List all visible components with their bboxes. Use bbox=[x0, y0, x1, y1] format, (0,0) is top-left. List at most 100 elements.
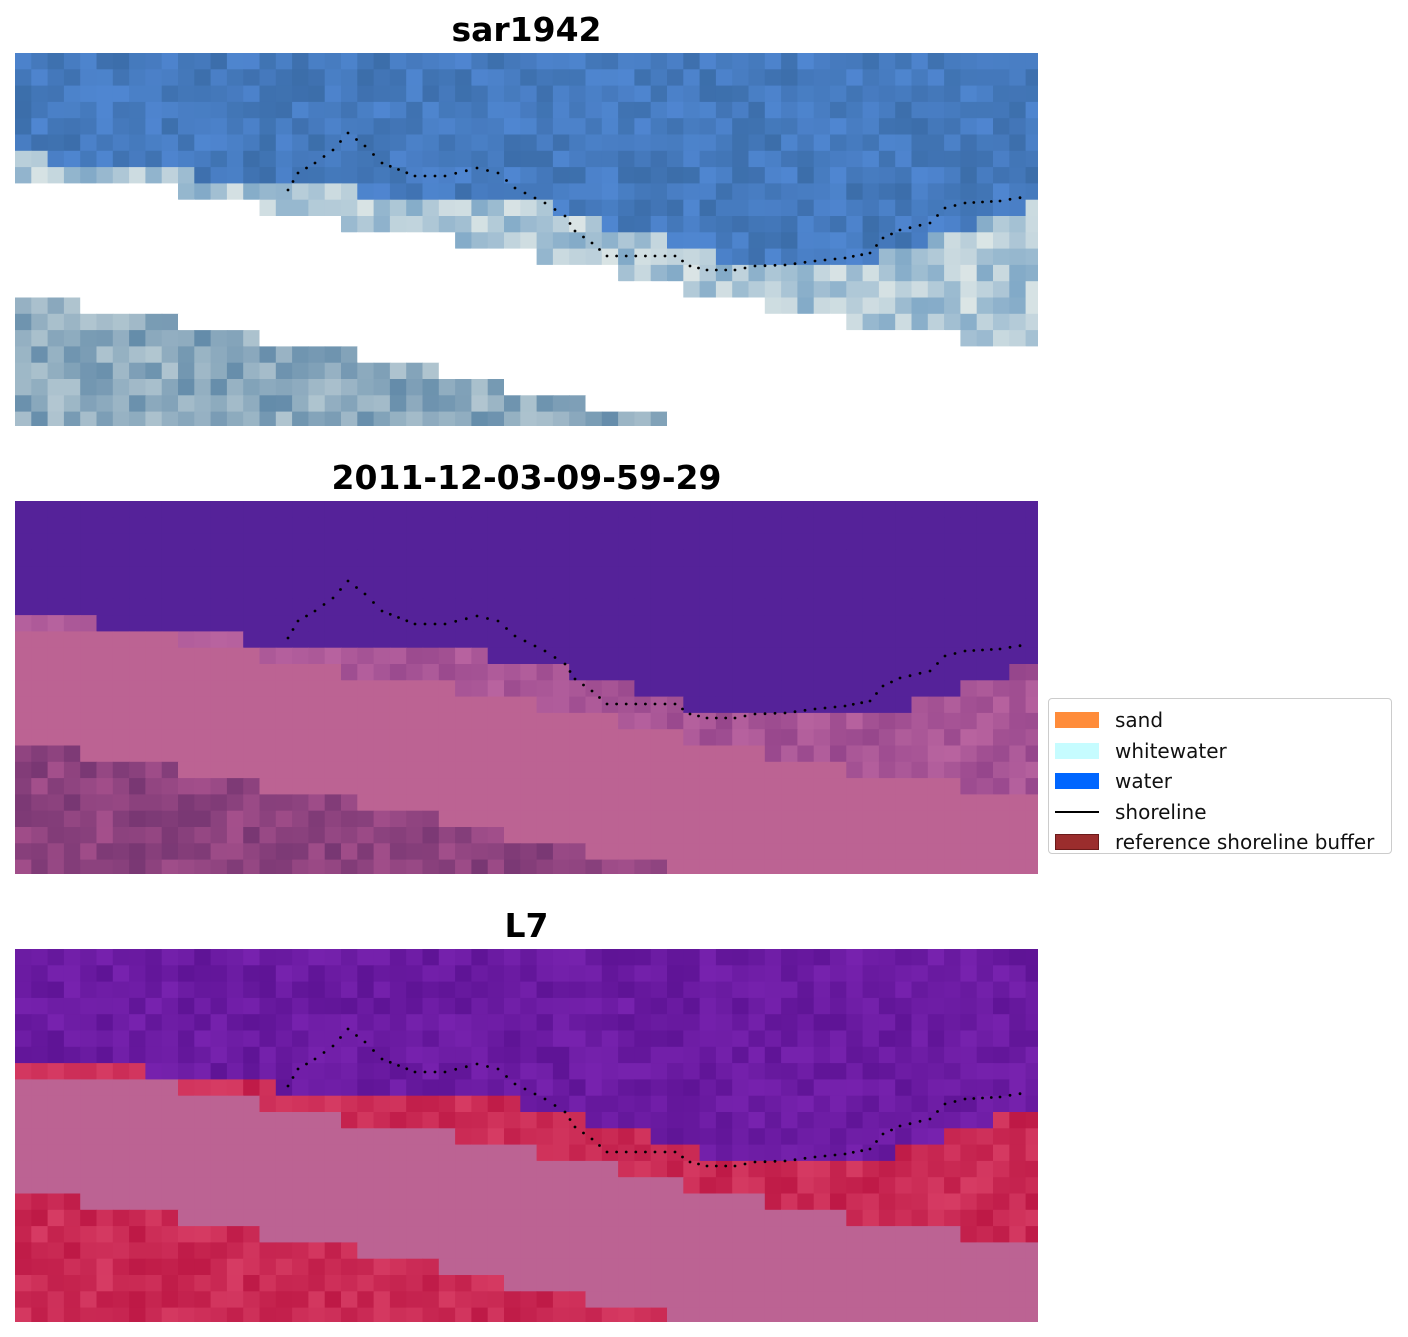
pixel-cell bbox=[552, 167, 570, 184]
pixel-cell bbox=[389, 1177, 407, 1195]
pixel-cell bbox=[129, 997, 146, 1015]
shoreline-dot bbox=[339, 588, 342, 591]
pixel-cell bbox=[63, 1046, 81, 1064]
shoreline-dot bbox=[793, 1158, 797, 1162]
pixel-cell bbox=[194, 346, 212, 364]
pixel-cell bbox=[226, 1307, 244, 1322]
pixel-cell bbox=[308, 248, 326, 266]
pixel-cell bbox=[944, 598, 961, 616]
shoreline-dot bbox=[936, 214, 939, 217]
pixel-cell bbox=[389, 183, 407, 201]
pixel-cell bbox=[63, 264, 81, 282]
pixel-cell bbox=[324, 101, 342, 119]
pixel-cell bbox=[911, 199, 929, 217]
pixel-cell bbox=[683, 712, 701, 730]
pixel-cell bbox=[585, 281, 603, 299]
shoreline-dot bbox=[918, 1119, 922, 1123]
pixel-cell bbox=[15, 517, 32, 535]
pixel-cell bbox=[993, 997, 1010, 1015]
pixel-cell bbox=[178, 69, 195, 87]
pixel-cell bbox=[308, 1046, 326, 1064]
pixel-cell bbox=[210, 615, 228, 632]
pixel-cell bbox=[471, 761, 489, 779]
pixel-cell bbox=[601, 1079, 619, 1097]
pixel-cell bbox=[47, 696, 65, 714]
pixel-cell bbox=[1025, 264, 1038, 282]
pixel-cell bbox=[275, 1242, 293, 1260]
pixel-cell bbox=[504, 1063, 521, 1080]
pixel-cell bbox=[683, 965, 701, 983]
pixel-cell bbox=[1025, 859, 1038, 874]
pixel-cell bbox=[145, 501, 163, 518]
pixel-cell bbox=[960, 664, 978, 681]
pixel-cell bbox=[112, 248, 130, 266]
pixel-cell bbox=[31, 810, 49, 828]
pixel-cell bbox=[15, 582, 32, 600]
pixel-cell bbox=[112, 810, 130, 828]
pixel-cell bbox=[31, 118, 49, 136]
pixel-cell bbox=[308, 1014, 326, 1032]
pixel-cell bbox=[161, 598, 179, 616]
pixel-cell bbox=[471, 1030, 489, 1048]
pixel-cell bbox=[47, 101, 65, 119]
pixel-cell bbox=[308, 1128, 326, 1146]
pixel-cell bbox=[830, 101, 847, 119]
pixel-cell bbox=[520, 1193, 538, 1211]
legend: sand whitewater water shoreline referenc… bbox=[1048, 698, 1392, 854]
pixel-cell bbox=[15, 395, 32, 413]
pixel-cell bbox=[80, 712, 98, 730]
pixel-cell bbox=[878, 729, 896, 747]
pixel-cell bbox=[422, 183, 440, 201]
pixel-cell bbox=[178, 827, 195, 844]
pixel-cell bbox=[178, 501, 195, 518]
pixel-cell bbox=[960, 1226, 978, 1243]
pixel-cell bbox=[650, 118, 668, 136]
pixel-cell bbox=[764, 533, 782, 551]
pixel-cell bbox=[585, 1030, 603, 1048]
pixel-cell bbox=[96, 761, 114, 779]
pixel-cell bbox=[47, 549, 65, 567]
pixel-cell bbox=[895, 1209, 913, 1227]
pixel-cell bbox=[341, 615, 358, 632]
shoreline-dot bbox=[513, 1082, 517, 1086]
pixel-cell bbox=[324, 712, 342, 730]
pixel-cell bbox=[487, 794, 505, 812]
pixel-cell bbox=[471, 199, 489, 217]
pixel-cell bbox=[422, 1307, 440, 1322]
shoreline-dot bbox=[936, 1110, 939, 1113]
pixel-cell bbox=[927, 631, 945, 649]
pixel-cell bbox=[308, 859, 326, 874]
pixel-cell bbox=[357, 647, 375, 665]
pixel-cell bbox=[145, 949, 163, 966]
pixel-cell bbox=[487, 1046, 505, 1064]
pixel-cell bbox=[487, 199, 505, 217]
pixel-cell bbox=[878, 248, 896, 266]
pixel-cell bbox=[178, 232, 195, 250]
pixel-cell bbox=[373, 1193, 391, 1211]
pixel-cell bbox=[161, 1242, 179, 1260]
pixel-cell bbox=[259, 810, 277, 828]
pixel-cell bbox=[243, 859, 261, 874]
pixel-cell bbox=[585, 1242, 603, 1260]
pixel-cell bbox=[406, 1030, 424, 1048]
pixel-cell bbox=[813, 1128, 831, 1146]
pixel-cell bbox=[862, 549, 880, 567]
pixel-cell bbox=[960, 1193, 978, 1211]
pixel-cell bbox=[1009, 680, 1027, 698]
pixel-cell bbox=[341, 85, 358, 103]
pixel-cell bbox=[927, 313, 945, 331]
pixel-cell bbox=[259, 827, 277, 844]
pixel-cell bbox=[667, 1307, 684, 1322]
pixel-cell bbox=[797, 647, 815, 665]
pixel-cell bbox=[96, 1112, 114, 1129]
pixel-cell bbox=[993, 1046, 1010, 1064]
pixel-cell bbox=[993, 729, 1010, 747]
pixel-cell bbox=[976, 69, 994, 87]
pixel-cell bbox=[634, 248, 652, 266]
pixel-cell bbox=[47, 997, 65, 1015]
pixel-cell bbox=[878, 313, 896, 331]
pixel-cell bbox=[552, 1095, 570, 1113]
pixel-cell bbox=[927, 598, 945, 616]
pixel-cell bbox=[145, 330, 163, 347]
pixel-cell bbox=[112, 1291, 130, 1309]
